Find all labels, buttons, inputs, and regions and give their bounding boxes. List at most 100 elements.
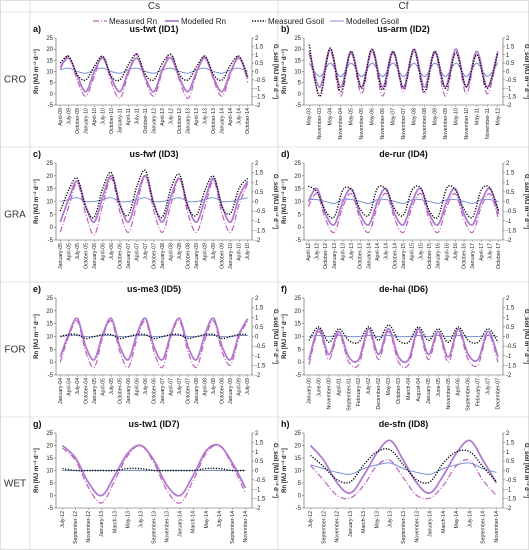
x-tick-label: January-15 bbox=[401, 243, 407, 269]
left-tick-label: 0 bbox=[298, 225, 302, 231]
x-tick-label: November-07 bbox=[401, 108, 407, 140]
series-modelled-rn bbox=[307, 187, 500, 226]
x-tick-label: April-10 bbox=[92, 108, 98, 126]
right-tick-label: 2 bbox=[255, 296, 259, 302]
right-tick-label: -1.5 bbox=[255, 228, 266, 234]
x-tick-label: July-17 bbox=[488, 243, 494, 260]
right-tick-label: 1 bbox=[506, 450, 510, 456]
left-tick-label: 25 bbox=[46, 431, 53, 437]
x-tick-label: January-13 bbox=[348, 511, 354, 537]
x-tick-label: April-09 bbox=[58, 108, 64, 126]
x-tick-label: April-12 bbox=[160, 108, 166, 126]
x-tick-label: January-14 bbox=[428, 511, 434, 537]
right-tick-label: 2 bbox=[506, 161, 510, 167]
x-tick-label: October-04 bbox=[83, 378, 89, 404]
right-tick-label: -2 bbox=[506, 103, 512, 109]
x-tick-label: March-14 bbox=[191, 511, 197, 533]
series-modelled-rn bbox=[309, 439, 498, 495]
x-tick-label: May-04 bbox=[328, 108, 334, 125]
right-tick-label: -2 bbox=[255, 238, 261, 244]
left-tick-label: 10 bbox=[46, 200, 53, 206]
right-tick-label: 1.5 bbox=[255, 306, 264, 312]
x-tick-label: November-13 bbox=[165, 511, 171, 543]
x-tick-label: April-09 bbox=[203, 243, 209, 261]
left-tick-label: 20 bbox=[46, 174, 53, 180]
x-tick-label: July-07 bbox=[177, 378, 183, 395]
right-tick-label: -1.5 bbox=[255, 363, 266, 369]
left-tick-label: 0 bbox=[50, 225, 54, 231]
x-tick-label: April-14 bbox=[228, 108, 234, 126]
right-tick-label: 1 bbox=[506, 53, 510, 59]
x-tick-label: April-15 bbox=[410, 243, 416, 261]
x-tick-label: October-14 bbox=[245, 108, 251, 134]
right-tick-label: 1 bbox=[255, 315, 259, 321]
left-tick-label: 25 bbox=[46, 296, 53, 302]
series-modelled-rn bbox=[61, 443, 247, 497]
panel-title: us-arm (ID2) bbox=[377, 24, 430, 34]
x-tick-label: November-09 bbox=[443, 108, 449, 140]
left-axis-label: Rn [MJ m⁻² d⁻¹] bbox=[33, 448, 40, 493]
x-tick-label: July-16 bbox=[453, 243, 459, 260]
panel-letter: c) bbox=[33, 149, 41, 159]
right-tick-label: 0 bbox=[506, 200, 510, 206]
left-tick-label: 5 bbox=[50, 212, 54, 218]
left-tick-label: 15 bbox=[46, 58, 53, 64]
panel-d: d) de-rur (ID4) -5 0 5 10 15 20 25 -2 -1.5 -1 -0.5 0 0… bbox=[281, 149, 529, 269]
right-tick-label: 0 bbox=[255, 469, 259, 475]
right-tick-label: 0.5 bbox=[255, 61, 264, 67]
x-tick-label: July-08 bbox=[211, 378, 217, 395]
x-tick-label: July-14 bbox=[384, 243, 390, 260]
x-tick-label: January-14 bbox=[366, 243, 372, 269]
right-tick-label: 1 bbox=[255, 180, 259, 186]
x-tick-label: April-01 bbox=[336, 378, 342, 396]
left-tick-label: 20 bbox=[294, 309, 301, 315]
panel-title: de-rur (ID4) bbox=[379, 149, 428, 159]
series-measured-rn bbox=[59, 320, 249, 369]
right-tick-label: -1 bbox=[506, 86, 512, 92]
x-tick-label: July-05 bbox=[75, 243, 81, 260]
right-tick-label: -2 bbox=[255, 506, 261, 512]
x-tick-label: January-07 bbox=[126, 243, 132, 269]
left-tick-label: 25 bbox=[46, 161, 53, 167]
x-tick-label: July-15 bbox=[418, 243, 424, 260]
x-tick-label: June-00 bbox=[316, 378, 322, 397]
x-tick-label: November-00 bbox=[326, 378, 332, 410]
x-tick-label: January-13 bbox=[186, 108, 192, 134]
series-measured-gsoil bbox=[310, 448, 497, 484]
series-measured-gsoil bbox=[59, 53, 249, 82]
x-tick-label: November-12 bbox=[335, 511, 341, 543]
left-tick-label: 15 bbox=[46, 456, 53, 462]
x-tick-label: July-14 bbox=[237, 108, 243, 125]
right-tick-label: -1.5 bbox=[506, 363, 517, 369]
x-tick-label: April-13 bbox=[194, 108, 200, 126]
left-tick-label: -5 bbox=[296, 103, 302, 109]
right-tick-label: -2 bbox=[255, 373, 261, 379]
right-tick-label: -0.5 bbox=[255, 209, 266, 215]
x-tick-label: January-05 bbox=[426, 378, 432, 404]
panel-title: us-tw1 (ID7) bbox=[128, 419, 179, 429]
x-tick-label: April-06 bbox=[100, 243, 106, 261]
panel-g: g) us-tw1 (ID7) -5 0 5 10 15 20 25 -2 -1.5 -1 -0.5 0 0… bbox=[33, 419, 279, 544]
x-tick-label: January-08 bbox=[194, 378, 200, 404]
x-tick-label: January-07 bbox=[160, 378, 166, 404]
left-tick-label: 0 bbox=[50, 494, 54, 500]
right-axis-label: G_soil [MJ m⁻² d⁻¹] bbox=[272, 44, 279, 99]
x-tick-label: March-13 bbox=[361, 511, 367, 533]
panel-b: b) us-arm (ID2) -5 0 5 10 15 20 25 -2 -1.5 -1 -0.5 0 0… bbox=[281, 24, 529, 139]
left-tick-label: 5 bbox=[50, 481, 54, 487]
x-tick-label: July-12 bbox=[60, 511, 66, 528]
x-tick-label: September-13 bbox=[401, 511, 407, 544]
x-tick-label: April-06 bbox=[134, 378, 140, 396]
x-tick-label: May-03 bbox=[307, 108, 313, 125]
x-tick-label: October-08 bbox=[186, 243, 192, 269]
right-tick-label: 0.5 bbox=[255, 325, 264, 331]
panel-title: us-twt (ID1) bbox=[130, 24, 179, 34]
right-tick-label: 0.5 bbox=[255, 190, 264, 196]
panel-letter: d) bbox=[281, 149, 290, 159]
right-tick-label: -0.5 bbox=[506, 344, 517, 350]
left-tick-label: 15 bbox=[294, 322, 301, 328]
right-tick-label: 1.5 bbox=[506, 306, 515, 312]
x-tick-label: November-03 bbox=[317, 108, 323, 140]
x-tick-label: May-14 bbox=[454, 511, 460, 528]
